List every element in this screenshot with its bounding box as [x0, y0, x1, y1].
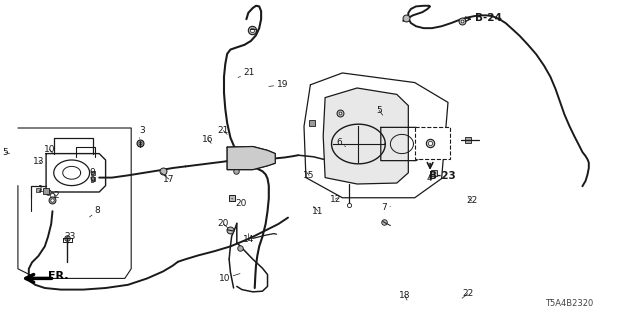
Text: 17: 17	[161, 173, 175, 184]
Text: 1: 1	[38, 185, 44, 194]
Text: T5A4B2320: T5A4B2320	[545, 299, 594, 308]
Text: 9: 9	[90, 168, 95, 177]
Text: 14: 14	[243, 234, 255, 244]
Text: B-24: B-24	[475, 12, 502, 23]
Text: 9: 9	[90, 176, 95, 185]
Text: 5: 5	[3, 148, 10, 157]
Text: 23: 23	[64, 232, 76, 246]
Text: FR.: FR.	[48, 271, 68, 281]
Polygon shape	[323, 88, 408, 184]
Text: 13: 13	[33, 157, 45, 166]
Text: 6: 6	[336, 138, 346, 147]
Text: 4: 4	[426, 174, 432, 183]
Text: 16: 16	[202, 135, 214, 144]
Text: 11: 11	[312, 206, 324, 216]
Bar	[415, 127, 450, 159]
Text: 21: 21	[218, 126, 229, 135]
Text: 10: 10	[219, 274, 240, 283]
Text: 19: 19	[269, 80, 288, 89]
Text: 10: 10	[44, 145, 55, 154]
Text: 15: 15	[303, 171, 315, 180]
Text: 22: 22	[462, 289, 474, 298]
Text: 18: 18	[399, 292, 411, 300]
Text: 3: 3	[140, 126, 145, 138]
Text: 20: 20	[218, 220, 229, 228]
Text: 2: 2	[52, 191, 59, 200]
Polygon shape	[227, 147, 275, 170]
Text: 20: 20	[232, 198, 247, 208]
Text: 5: 5	[376, 106, 383, 115]
Text: 8: 8	[90, 206, 100, 217]
Text: B-23: B-23	[429, 171, 456, 181]
Text: 12: 12	[330, 195, 341, 204]
Text: 7: 7	[381, 204, 390, 212]
Text: 21: 21	[238, 68, 255, 77]
Text: 22: 22	[466, 196, 477, 205]
